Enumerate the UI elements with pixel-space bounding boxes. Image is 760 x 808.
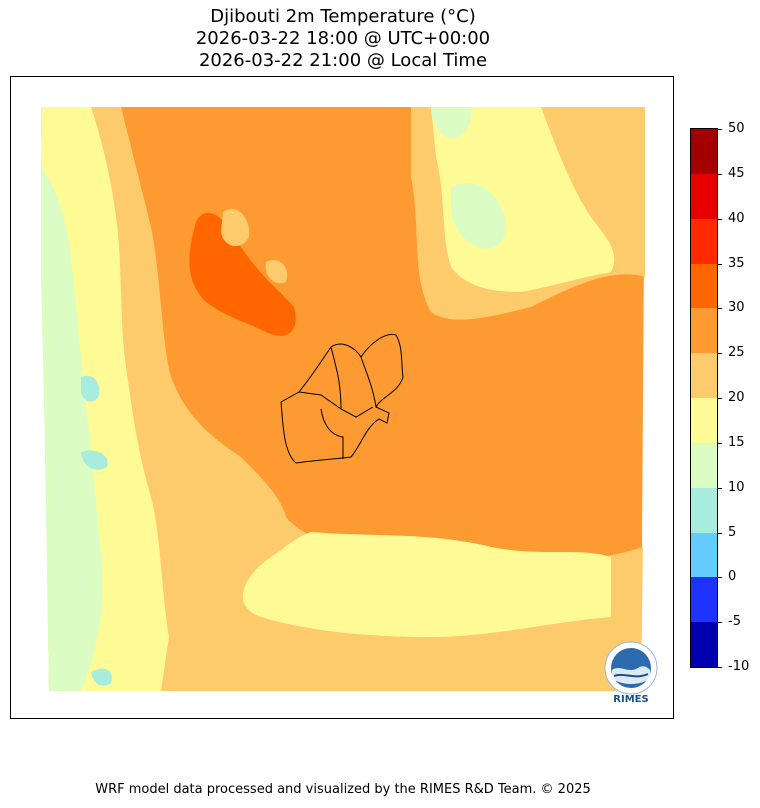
tick-label: 50: [728, 121, 745, 136]
tick-mark: [718, 622, 722, 624]
colorbar-segment: [691, 263, 717, 309]
tick-mark: [718, 577, 722, 579]
region-border-4: [320, 408, 344, 459]
colorbar-segment: [691, 353, 717, 399]
tick-mark: [718, 398, 722, 399]
title-line-3: 2026-03-22 21:00 @ Local Time: [198, 50, 488, 71]
tick-label: 0: [728, 569, 737, 585]
tick-label: -5: [728, 614, 741, 630]
tick-mark: [718, 442, 722, 444]
tick-label: -10: [728, 659, 750, 674]
rimes-globe-icon: [604, 641, 658, 695]
tick-label: 15: [728, 434, 745, 450]
colorbar-segment: [691, 577, 717, 623]
colorbar-tick: 40: [718, 210, 760, 227]
tick-mark: [718, 353, 722, 355]
logo-text: RIMES: [613, 694, 649, 705]
field-20-25-west: [41, 107, 643, 691]
colorbar-segment: [691, 532, 717, 578]
tick-label: 5: [728, 524, 737, 540]
colorbar-tick: 0: [718, 569, 760, 585]
colorbar-tick: 20: [718, 390, 760, 406]
colorbar-tick: 25: [718, 345, 760, 361]
colorbar-tick: 35: [718, 255, 760, 272]
colorbar-tick: -5: [718, 614, 760, 630]
title-line-2: 2026-03-22 18:00 @ UTC+00:00: [195, 28, 491, 49]
field-10-15-west: [41, 167, 103, 691]
colorbar-segment: [691, 398, 717, 444]
colorbar-tick: 30: [718, 300, 760, 316]
colorbar-tick: 10: [718, 479, 760, 496]
djibouti-border: [280, 333, 404, 464]
colorbar-segment: [691, 622, 717, 668]
colorbar-segment: [691, 442, 717, 489]
tick-label: 35: [728, 255, 745, 271]
tick-label: 10: [728, 479, 745, 495]
tick-label: 30: [728, 300, 745, 316]
tick-mark: [718, 667, 722, 668]
colorbar: [690, 128, 718, 668]
region-border-2: [330, 346, 342, 410]
field-5-10-patch1: [81, 375, 100, 402]
colorbar-tick: 50: [718, 121, 760, 137]
tick-label: 25: [728, 345, 745, 361]
field-5-10-patch3: [91, 668, 112, 686]
rimes-logo: RIMES: [598, 640, 664, 710]
colorbar-tick: -10: [718, 659, 760, 675]
map-panel: [10, 76, 674, 719]
colorbar-segment: [691, 218, 717, 264]
tick-mark: [718, 218, 722, 220]
tick-mark: [718, 263, 722, 265]
colorbar-segment: [691, 308, 717, 354]
tick-label: 20: [728, 390, 745, 405]
map-title: Djibouti 2m Temperature (°C) 2026-03-22 …: [0, 6, 686, 72]
field-30-35-north: [189, 212, 296, 336]
tick-label: 45: [728, 165, 745, 181]
colorbar-segment: [691, 487, 717, 533]
tick-mark: [718, 173, 722, 175]
field-5-10-patch2: [81, 450, 108, 470]
colorbar-tick: 15: [718, 434, 760, 451]
field-10-15-north: [431, 107, 472, 139]
region-border-3: [360, 356, 377, 408]
footer-credit: WRF model data processed and visualized …: [95, 782, 591, 797]
tick-mark: [718, 308, 722, 310]
colorbar-segment: [691, 129, 717, 175]
tick-mark: [718, 129, 722, 130]
tick-mark: [718, 487, 722, 489]
colorbar-tick: 5: [718, 524, 760, 541]
field-20-25-patch2: [265, 259, 288, 284]
field-15-20-south: [242, 532, 611, 637]
tick-label: 40: [728, 210, 745, 226]
colorbar-segment: [691, 173, 717, 220]
field-20-25-patch1: [221, 208, 250, 247]
temperature-map: [41, 107, 645, 691]
tick-mark: [718, 532, 722, 534]
colorbar-tick: 45: [718, 165, 760, 182]
field-10-15-northeast: [451, 183, 506, 249]
title-line-1: Djibouti 2m Temperature (°C): [210, 6, 476, 27]
